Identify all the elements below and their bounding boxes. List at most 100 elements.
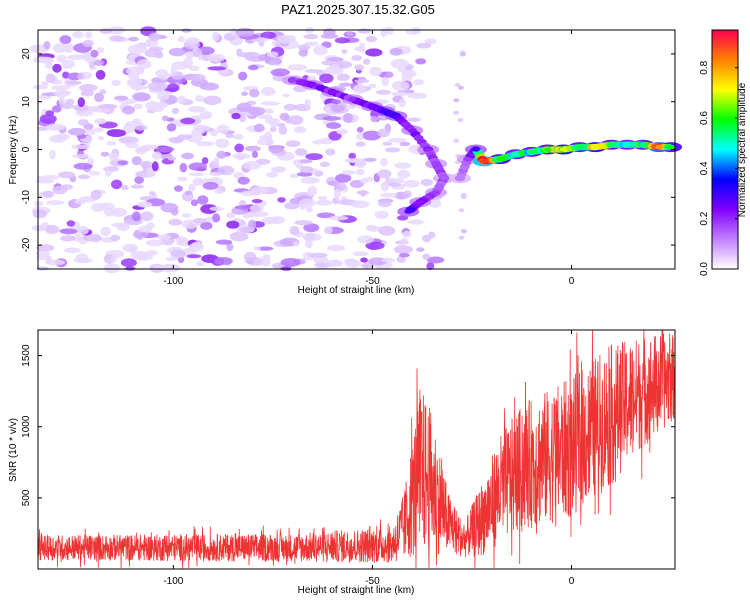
spectrogram-noise-cell xyxy=(333,188,342,199)
spectrogram-noise-cell xyxy=(381,257,396,263)
spectrogram-noise-cell xyxy=(41,175,60,180)
ridge-point xyxy=(380,109,389,114)
spectrogram-noise-cell xyxy=(392,80,410,91)
spectrogram-noise-cell xyxy=(460,195,467,200)
spectrogram-noise-cell xyxy=(154,51,164,59)
spectrogram-noise-cell xyxy=(355,161,366,168)
spectrogram-noise-cell xyxy=(355,141,366,147)
spectrogram-noise-cell xyxy=(260,87,276,96)
spectrogram-noise-cell xyxy=(78,174,91,180)
spectrogram-noise-cell xyxy=(156,146,175,153)
spectrogram-noise-cell xyxy=(363,58,371,65)
spectrogram-noise-cell xyxy=(381,76,390,87)
spectrogram-noise-cell xyxy=(365,48,383,57)
spectrogram-noise-cell xyxy=(153,265,174,270)
spectrogram-noise-cell xyxy=(416,247,425,252)
spectrogram-noise-cell xyxy=(106,129,127,138)
spectrogram-noise-cell xyxy=(104,169,112,177)
colorbar: 0.0 0.2 0.4 0.6 0.8 Normalized spectral ampl… xyxy=(699,29,748,276)
spectrogram-noise-cell xyxy=(247,64,259,71)
spectrogram-noise-cell xyxy=(108,152,119,161)
spectrogram-noise-cell xyxy=(99,89,107,95)
spectrogram-noise-cell xyxy=(225,133,234,139)
spectrogram-noise-cell xyxy=(179,162,188,173)
ridge-point xyxy=(543,147,552,152)
spectrogram-noise-cell xyxy=(457,118,464,123)
ridge-point xyxy=(623,142,632,147)
spectrogram-noise-cell xyxy=(72,31,85,39)
spectrogram-noise-cell xyxy=(330,63,341,73)
spectrogram-noise-cell xyxy=(264,108,274,114)
spectrogram-noise-cell xyxy=(390,91,409,97)
spectrogram-noise-cell xyxy=(160,202,179,213)
spectrogram-noise-cell xyxy=(453,98,460,103)
spectrogram-noise-cell xyxy=(130,250,149,260)
spectrogram-noise-cell xyxy=(190,115,211,120)
spectrogram-noise-cell xyxy=(390,58,409,69)
spectrogram-noise-cell xyxy=(408,117,421,123)
spectrogram-noise-cell xyxy=(338,82,352,87)
spectrogram-noise-cell xyxy=(294,126,307,134)
spectrogram-noise-cell xyxy=(82,234,103,242)
spectrogram-noise-cell xyxy=(177,176,188,182)
spectrogram-noise-cell xyxy=(254,123,265,133)
spectrogram-noise-cell xyxy=(77,97,86,108)
spectrogram-noise-cell xyxy=(215,239,233,245)
ridge-point xyxy=(432,190,441,195)
spectrogram-noise-cell xyxy=(236,102,252,113)
spectrogram-noise-cell xyxy=(151,151,162,160)
spectrogram-noise-cell xyxy=(405,29,421,35)
spectrogram-noise-cell xyxy=(217,165,235,176)
spectrogram-noise-cell xyxy=(45,224,60,235)
spectrogram-noise-cell xyxy=(100,151,110,157)
spectrogram-noise-cell xyxy=(416,42,432,49)
spectrogram-noise-cell xyxy=(145,38,152,44)
spectrogram-noise-cell xyxy=(145,239,165,247)
spectrogram-noise-cell xyxy=(336,182,347,191)
spectrogram-noise-cell xyxy=(176,95,187,104)
spectrogram-noise-cell xyxy=(354,79,370,84)
spectrogram-noise-cell xyxy=(313,45,328,56)
spectrogram-y-ticks: -20 -10 0 10 20 xyxy=(21,48,675,252)
spectrogram-noise-cell xyxy=(428,198,442,209)
spectrogram-noise-cell xyxy=(65,80,82,85)
spectrogram-signal-ridge xyxy=(281,75,682,217)
spectrogram-noise-cell xyxy=(148,191,156,196)
spectrogram-noise-cell xyxy=(110,254,118,263)
spectrogram-noise-cell xyxy=(49,149,56,160)
spectrogram-noise-cell xyxy=(45,124,66,131)
spectrogram-noise-cell xyxy=(270,166,286,173)
spectrogram-noise-cell xyxy=(135,147,147,155)
spectrogram-noise-cell xyxy=(42,190,55,198)
spectrogram-noise-cell xyxy=(41,81,49,87)
spectrogram-noise-cell xyxy=(110,234,121,242)
spectrogram-noise-cell xyxy=(365,35,378,43)
spectrogram-noise-cell xyxy=(58,171,76,179)
spectrogram-noise-cell xyxy=(200,204,218,214)
ridge-point xyxy=(639,142,648,147)
spectrogram-noise-cell xyxy=(171,107,180,115)
ridge-point xyxy=(424,147,433,152)
ridge-point xyxy=(591,144,600,150)
spectrogram-noise-cell xyxy=(332,197,340,205)
spectrogram-noise-cell xyxy=(96,47,105,54)
spectrogram-noise-cell xyxy=(331,99,342,105)
spectrogram-noise-cell xyxy=(229,231,249,242)
spectrogram-noise-cell xyxy=(399,141,411,147)
spectrogram-noise-cell xyxy=(365,176,374,182)
colorbar-tick-label: 0.6 xyxy=(699,111,710,125)
snr-x-ticks: -100 -50 0 xyxy=(163,330,575,587)
spectrogram-noise-cell xyxy=(268,145,285,154)
spectrogram-noise-cell xyxy=(45,61,53,70)
spectrogram-noise-cell xyxy=(374,210,389,220)
spectrogram-noise-cell xyxy=(352,251,369,257)
spectrogram-noise-cell xyxy=(94,118,107,125)
spectrogram-noise-cell xyxy=(184,190,193,196)
spectrogram-noise-cell xyxy=(380,158,388,167)
spectrogram-noise-cell xyxy=(460,229,467,234)
ridge-point xyxy=(416,199,425,205)
spectrogram-noise-cell xyxy=(426,262,435,271)
spectrogram-noise-cell xyxy=(325,148,336,156)
spectrogram-noise-cell xyxy=(170,67,177,76)
